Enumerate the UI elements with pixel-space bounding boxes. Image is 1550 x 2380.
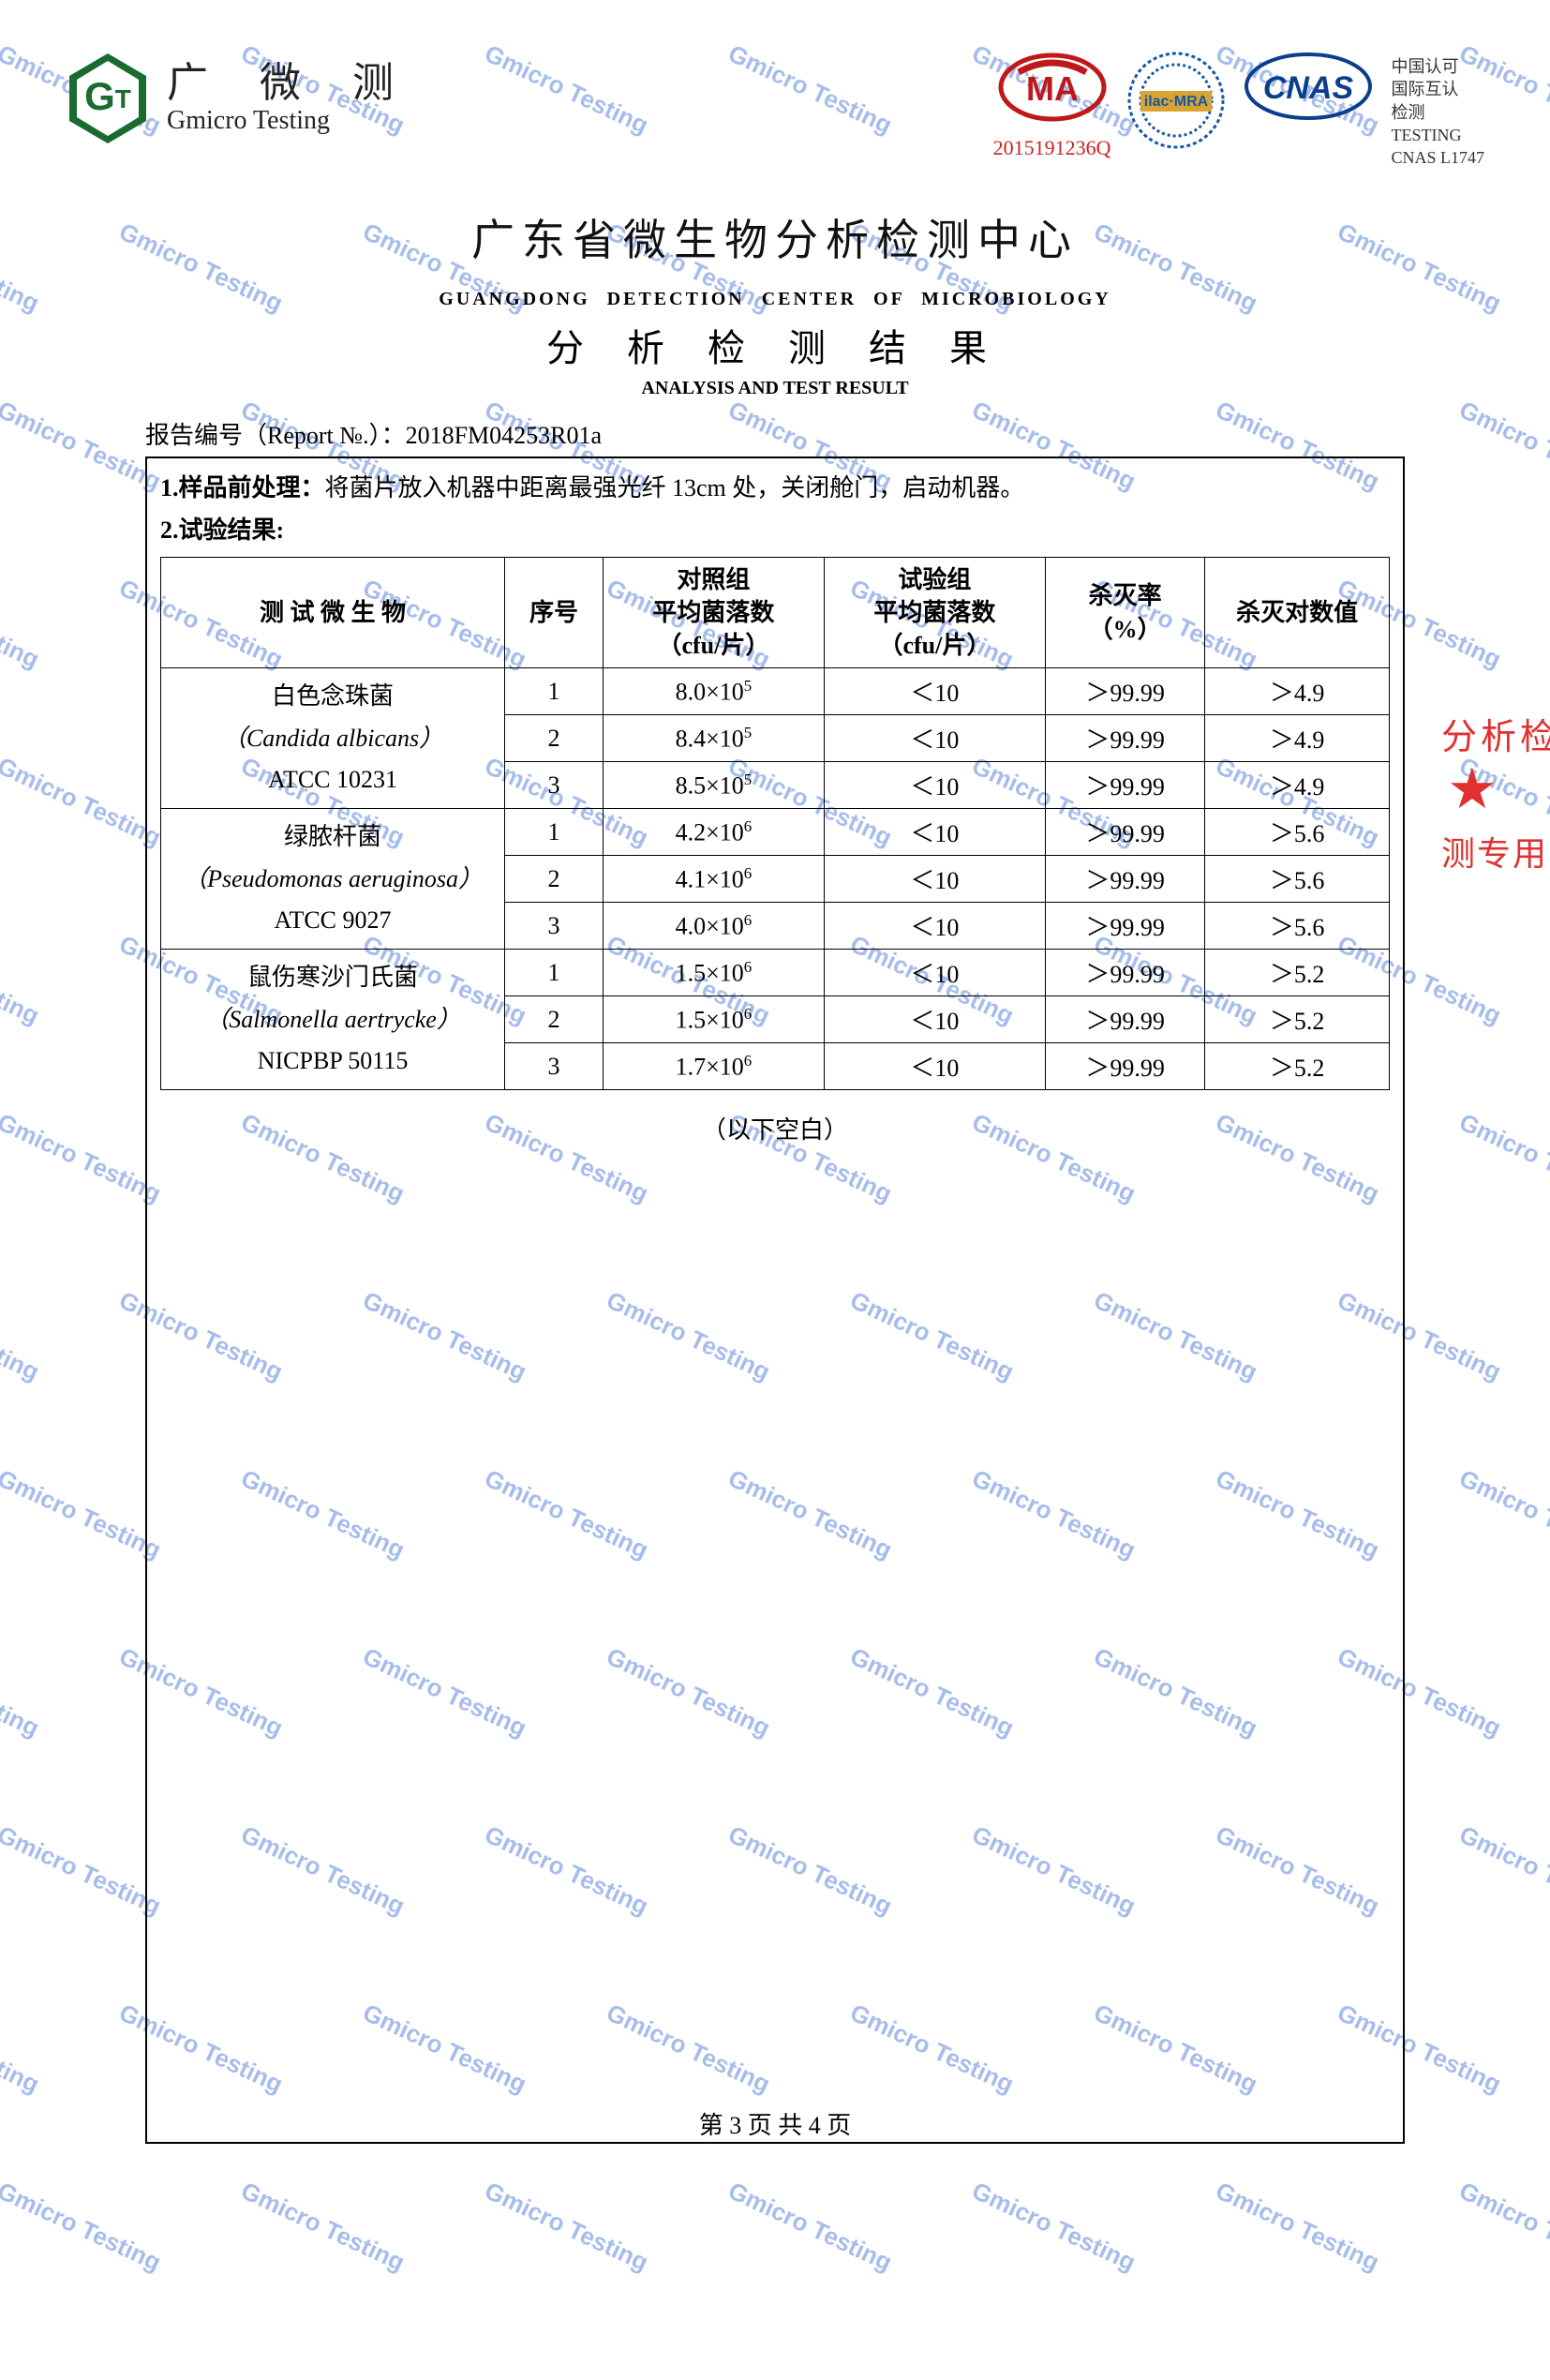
- result-label: 2.试验结果:: [160, 510, 1390, 551]
- seq-cell: 3: [505, 762, 604, 809]
- seq-cell: 1: [505, 950, 604, 996]
- kill-rate-cell: ＞99.99: [1045, 668, 1204, 715]
- company-logo: GT 广 微 测 Gmicro Testing: [66, 52, 414, 145]
- preprocess-text: 将菌片放入机器中距离最强光纤 13cm 处，关闭舱门，启动机器。: [325, 474, 1025, 501]
- table-row: 鼠伤寒沙门氏菌（Salmonella aertrycke）NICPBP 5011…: [161, 950, 1390, 996]
- test-cfu-cell: ＜10: [824, 950, 1045, 996]
- cma-logo-icon: MA: [996, 52, 1109, 136]
- log-reduction-cell: ＞5.6: [1205, 809, 1390, 856]
- result-title-en: ANALYSIS AND TEST RESULT: [0, 378, 1550, 399]
- control-cfu-cell: 1.5×106: [603, 950, 824, 996]
- cma-number: 2015191236Q: [993, 136, 1111, 160]
- kill-rate-cell: ＞99.99: [1045, 1043, 1204, 1090]
- kill-rate-cell: ＞99.99: [1045, 762, 1204, 809]
- result-title-cn: 分 析 检 测 结 果: [0, 318, 1550, 372]
- logo-text-cn: 广 微 测: [167, 61, 414, 106]
- log-reduction-cell: ＞5.6: [1205, 856, 1390, 903]
- seq-cell: 2: [505, 856, 604, 903]
- table-col-header: 测 试 微 生 物: [161, 557, 505, 667]
- preprocess-line: 1.样品前处理：将菌片放入机器中距离最强光纤 13cm 处，关闭舱门，启动机器。: [160, 468, 1390, 509]
- control-cfu-cell: 1.5×106: [603, 996, 824, 1043]
- log-reduction-cell: ＞4.9: [1205, 762, 1390, 809]
- org-title-en: GUANGDONG DETECTION CENTER OF MICROBIOLO…: [0, 289, 1550, 310]
- seq-cell: 1: [505, 668, 604, 715]
- kill-rate-cell: ＞99.99: [1045, 950, 1204, 996]
- microorganism-cell: 鼠伤寒沙门氏菌（Salmonella aertrycke）NICPBP 5011…: [161, 950, 505, 1090]
- page-header: GT 广 微 测 Gmicro Testing MA 2015191236Q: [0, 0, 1550, 178]
- seq-cell: 2: [505, 996, 604, 1043]
- control-cfu-cell: 8.0×105: [603, 668, 824, 715]
- test-cfu-cell: ＜10: [824, 903, 1045, 950]
- kill-rate-cell: ＞99.99: [1045, 903, 1204, 950]
- org-title-cn: 广东省微生物分析检测中心: [0, 206, 1550, 268]
- test-cfu-cell: ＜10: [824, 715, 1045, 762]
- svg-text:MA: MA: [1026, 69, 1079, 108]
- control-cfu-cell: 8.5×105: [603, 762, 824, 809]
- kill-rate-cell: ＞99.99: [1045, 996, 1204, 1043]
- table-row: 白色念珠菌（Candida albicans）ATCC 1023118.0×10…: [161, 668, 1390, 715]
- red-stamp-fragment: 分析检 ★ 测专用: [1441, 708, 1550, 876]
- page-footer: 第 3 页 共 4 页: [0, 2106, 1550, 2141]
- table-col-header: 试验组平均菌落数（cfu/片）: [824, 557, 1045, 667]
- seq-cell: 3: [505, 1043, 604, 1090]
- seq-cell: 1: [505, 809, 604, 856]
- test-cfu-cell: ＜10: [824, 996, 1045, 1043]
- report-number-line: 报告编号（Report №.）：2018FM04253R01a: [145, 416, 1550, 451]
- control-cfu-cell: 4.2×106: [603, 809, 824, 856]
- log-reduction-cell: ＞5.2: [1205, 1043, 1390, 1090]
- table-col-header: 杀灭率（%）: [1045, 557, 1204, 667]
- kill-rate-cell: ＞99.99: [1045, 809, 1204, 856]
- microorganism-cell: 绿脓杆菌（Pseudomonas aeruginosa）ATCC 9027: [161, 809, 505, 950]
- svg-text:ilac·MRA: ilac·MRA: [1144, 94, 1209, 110]
- control-cfu-cell: 4.1×106: [603, 856, 824, 903]
- log-reduction-cell: ＞5.2: [1205, 950, 1390, 996]
- log-reduction-cell: ＞5.6: [1205, 903, 1390, 950]
- table-row: 绿脓杆菌（Pseudomonas aeruginosa）ATCC 902714.…: [161, 809, 1390, 856]
- stamp-text-top: 分析检: [1441, 708, 1550, 759]
- certification-logos: MA 2015191236Q ilac·MRA CNAS 中国认可国际互认检测T…: [993, 52, 1484, 169]
- ilac-mra-logo-icon: ilac·MRA: [1127, 52, 1226, 150]
- test-cfu-cell: ＜10: [824, 1043, 1045, 1090]
- log-reduction-cell: ＞5.2: [1205, 996, 1390, 1043]
- gt-hex-logo-icon: GT: [66, 52, 150, 145]
- log-reduction-cell: ＞4.9: [1205, 715, 1390, 762]
- cnas-logo-icon: CNAS: [1243, 52, 1374, 122]
- log-reduction-cell: ＞4.9: [1205, 668, 1390, 715]
- seq-cell: 3: [505, 903, 604, 950]
- svg-text:CNAS: CNAS: [1263, 70, 1354, 106]
- report-no-label: 报告编号（Report №.）：: [145, 422, 406, 449]
- result-box: 1.样品前处理：将菌片放入机器中距离最强光纤 13cm 处，关闭舱门，启动机器。…: [145, 457, 1405, 2144]
- stamp-text-bottom: 测专用: [1441, 827, 1550, 876]
- kill-rate-cell: ＞99.99: [1045, 715, 1204, 762]
- cnas-side-text: 中国认可国际互认检测TESTINGCNAS L1747: [1391, 52, 1484, 169]
- report-no-value: 2018FM04253R01a: [406, 422, 602, 449]
- control-cfu-cell: 8.4×105: [603, 715, 824, 762]
- test-cfu-cell: ＜10: [824, 809, 1045, 856]
- logo-text-en: Gmicro Testing: [167, 106, 414, 136]
- blank-below-note: （以下空白）: [160, 1111, 1390, 1145]
- microorganism-cell: 白色念珠菌（Candida albicans）ATCC 10231: [161, 668, 505, 809]
- table-header-row: 测 试 微 生 物序号对照组平均菌落数（cfu/片）试验组平均菌落数（cfu/片…: [161, 557, 1390, 667]
- results-table: 测 试 微 生 物序号对照组平均菌落数（cfu/片）试验组平均菌落数（cfu/片…: [160, 557, 1390, 1090]
- table-col-header: 对照组平均菌落数（cfu/片）: [603, 557, 824, 667]
- kill-rate-cell: ＞99.99: [1045, 856, 1204, 903]
- table-col-header: 杀灭对数值: [1205, 557, 1390, 667]
- control-cfu-cell: 4.0×106: [603, 903, 824, 950]
- control-cfu-cell: 1.7×106: [603, 1043, 824, 1090]
- table-col-header: 序号: [505, 557, 604, 667]
- test-cfu-cell: ＜10: [824, 856, 1045, 903]
- seq-cell: 2: [505, 715, 604, 762]
- test-cfu-cell: ＜10: [824, 668, 1045, 715]
- preprocess-label: 1.样品前处理：: [160, 474, 325, 501]
- title-block: 广东省微生物分析检测中心 GUANGDONG DETECTION CENTER …: [0, 206, 1550, 399]
- stamp-star-icon: ★: [1447, 761, 1550, 817]
- test-cfu-cell: ＜10: [824, 762, 1045, 809]
